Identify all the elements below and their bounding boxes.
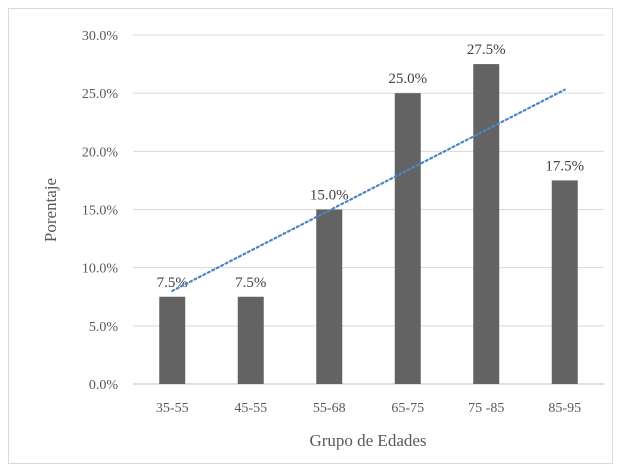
y-tick-label: 30.0% [82,29,119,44]
y-tick-label: 10.0% [82,262,119,277]
bar [394,93,421,385]
trendline-group [171,88,566,293]
data-label: 27.5% [467,42,506,58]
data-label: 17.5% [545,158,584,174]
y-axis-ticks: 0.0% 5.0% 10.0% 15.0% 20.0% 25.0% 30.0% [82,29,119,393]
y-tick-label: 15.0% [82,204,119,219]
trendline [171,88,566,293]
gridlines [133,34,604,385]
x-tick-label: 65-75 [391,401,424,416]
data-label: 7.5% [157,275,188,291]
data-labels: 7.5% 7.5% 15.0% 25.0% 27.5% 17.5% [157,42,585,291]
x-tick-label: 55-68 [313,401,346,416]
bar [551,180,578,384]
x-tick-label: 85-95 [548,401,581,416]
x-axis-ticks: 35-55 45-55 55-68 65-75 75 -85 85-95 [156,401,581,416]
bar [473,64,500,384]
data-label: 25.0% [388,71,427,87]
y-tick-label: 0.0% [89,378,119,393]
y-tick-label: 5.0% [89,320,119,335]
bars [159,64,578,385]
x-axis-title: Grupo de Edades [309,431,426,450]
y-tick-label: 20.0% [82,145,119,160]
bar [316,209,343,384]
bar [159,296,186,384]
data-label: 7.5% [235,275,266,291]
chart-frame [8,8,613,464]
y-tick-label: 25.0% [82,87,119,102]
data-label: 15.0% [310,188,349,204]
bar [237,296,264,384]
y-axis-title: Porentaje [41,178,60,242]
x-tick-label: 35-55 [156,401,189,416]
x-tick-label: 75 -85 [468,401,504,416]
x-tick-label: 45-55 [234,401,267,416]
